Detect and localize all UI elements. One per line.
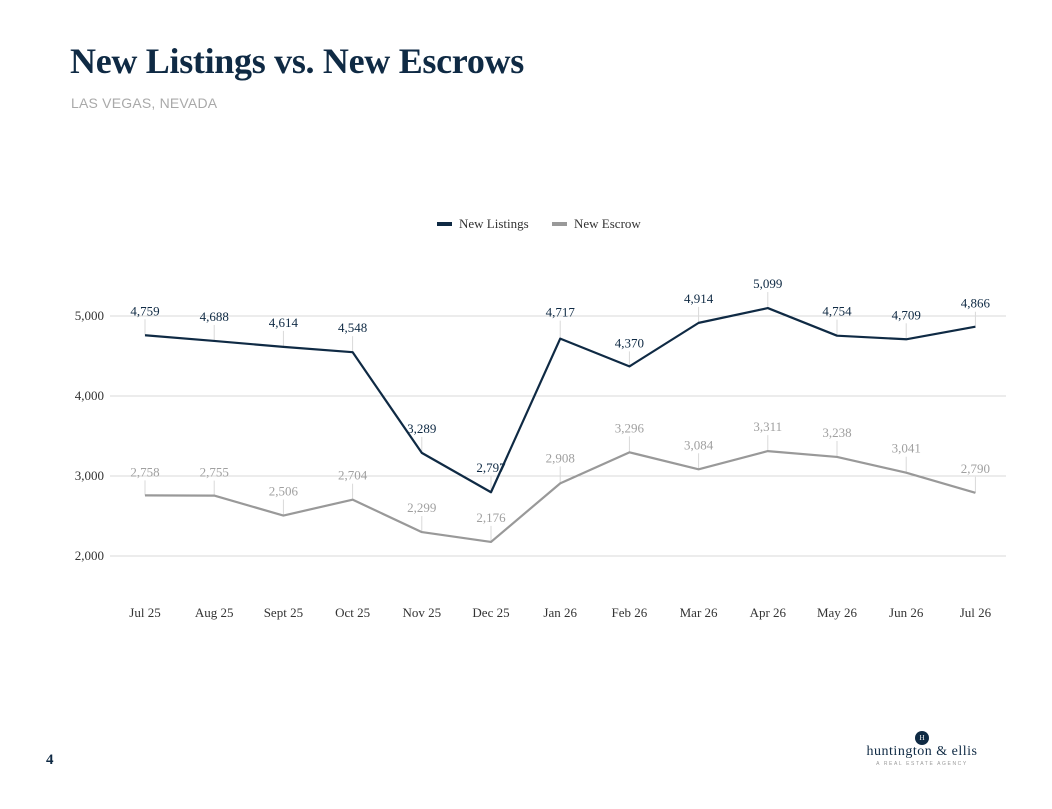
new-listings-data-label: 4,370 bbox=[615, 335, 644, 350]
new-escrow-data-label: 2,908 bbox=[546, 450, 575, 465]
new-listings-data-label: 4,717 bbox=[546, 305, 576, 320]
new-listings-data-label: 4,914 bbox=[684, 291, 714, 306]
y-tick-label: 5,000 bbox=[75, 308, 104, 323]
new-escrow-data-label: 2,299 bbox=[407, 500, 436, 515]
new-escrow-data-label: 3,084 bbox=[684, 437, 714, 452]
x-tick-label: Mar 26 bbox=[680, 605, 718, 620]
x-tick-label: Jul 26 bbox=[960, 605, 992, 620]
y-tick-label: 4,000 bbox=[75, 388, 104, 403]
new-listings-data-label: 4,614 bbox=[269, 315, 299, 330]
new-escrow-data-label: 2,704 bbox=[338, 468, 368, 483]
page-number: 4 bbox=[46, 752, 54, 768]
x-tick-label: Dec 25 bbox=[472, 605, 509, 620]
new-escrow-data-label: 2,755 bbox=[200, 465, 229, 480]
x-tick-label: Sept 25 bbox=[264, 605, 303, 620]
brand-monogram-icon: H bbox=[915, 731, 929, 745]
brand-tagline: A REAL ESTATE AGENCY bbox=[876, 761, 968, 767]
new-escrow-data-label: 3,238 bbox=[822, 425, 851, 440]
new-escrow-data-label: 2,758 bbox=[130, 464, 159, 479]
x-tick-label: Jan 26 bbox=[543, 605, 577, 620]
legend-label-new-listings: New Listings bbox=[459, 216, 529, 231]
x-tick-label: Aug 25 bbox=[195, 605, 234, 620]
legend-label-new-escrow: New Escrow bbox=[574, 216, 641, 231]
brand-name: huntington & ellis bbox=[866, 744, 978, 759]
new-escrow-data-label: 2,790 bbox=[961, 461, 990, 476]
new-listings-data-label: 4,709 bbox=[892, 307, 921, 322]
new-escrow-data-label: 3,041 bbox=[892, 441, 921, 456]
new-listings-data-label: 4,866 bbox=[961, 296, 991, 311]
new-listings-data-label: 4,759 bbox=[130, 303, 159, 318]
x-tick-label: Apr 26 bbox=[750, 605, 787, 620]
new-escrow-data-label: 2,176 bbox=[476, 510, 506, 525]
x-tick-label: Nov 25 bbox=[402, 605, 441, 620]
new-listings-data-label: 4,688 bbox=[200, 309, 229, 324]
new-escrow-data-label: 3,311 bbox=[753, 419, 782, 434]
new-escrow-data-label: 2,506 bbox=[269, 484, 299, 499]
brand-logo: H huntington & ellis A REAL ESTATE AGENC… bbox=[862, 730, 982, 770]
x-tick-label: May 26 bbox=[817, 605, 858, 620]
new-escrow-data-label: 3,296 bbox=[615, 420, 645, 435]
x-tick-label: Jun 26 bbox=[889, 605, 924, 620]
new-listings-data-label: 4,548 bbox=[338, 320, 367, 335]
new-listings-data-label: 4,754 bbox=[822, 304, 852, 319]
page-title: New Listings vs. New Escrows bbox=[70, 41, 524, 81]
x-tick-label: Feb 26 bbox=[612, 605, 648, 620]
new-listings-data-label: 3,289 bbox=[407, 421, 436, 436]
x-tick-label: Oct 25 bbox=[335, 605, 370, 620]
x-tick-label: Jul 25 bbox=[129, 605, 160, 620]
y-tick-label: 2,000 bbox=[75, 548, 104, 563]
new-listings-data-label: 2,797 bbox=[476, 460, 506, 475]
y-tick-label: 3,000 bbox=[75, 468, 104, 483]
page-subtitle: LAS VEGAS, NEVADA bbox=[71, 95, 218, 111]
new-listings-data-label: 5,099 bbox=[753, 276, 782, 291]
